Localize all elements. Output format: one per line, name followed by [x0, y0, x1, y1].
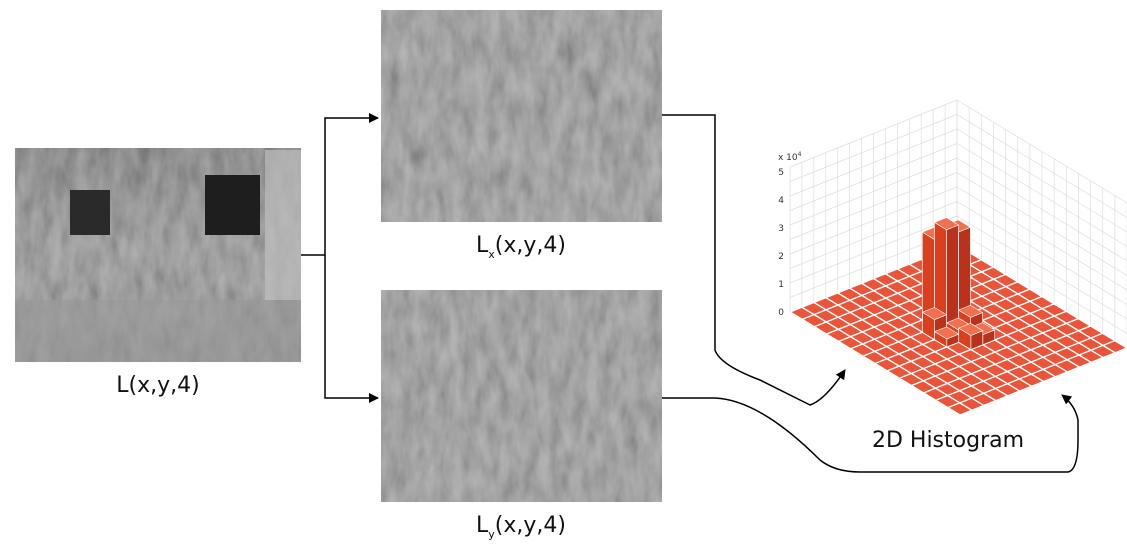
source-image	[15, 148, 301, 362]
node-label: Ly(x,y,4)	[476, 513, 566, 541]
histogram-3d: 0 1 2 3 4 5	[778, 100, 1127, 415]
node-label: Lx(x,y,4)	[476, 233, 566, 261]
lx-image	[381, 10, 662, 222]
diagram: 0 1 2 3 4 5 L(x,y,4) Lx(x,y,4) Ly(x,y,4) 2D H…	[0, 0, 1127, 544]
z-tick-label: 1	[778, 280, 784, 290]
bar-side	[947, 225, 959, 335]
z-tick-label: 5	[778, 168, 784, 178]
node-label: 2D Histogram	[872, 428, 1024, 453]
scale-label: x 104	[778, 151, 802, 163]
z-tick-label: 0	[778, 308, 784, 318]
z-tick-label: 3	[778, 224, 784, 234]
node-label: L(x,y,4)	[116, 373, 199, 398]
ly-image	[381, 290, 662, 502]
z-tick-label: 2	[778, 252, 784, 262]
z-tick-label: 4	[778, 196, 784, 206]
